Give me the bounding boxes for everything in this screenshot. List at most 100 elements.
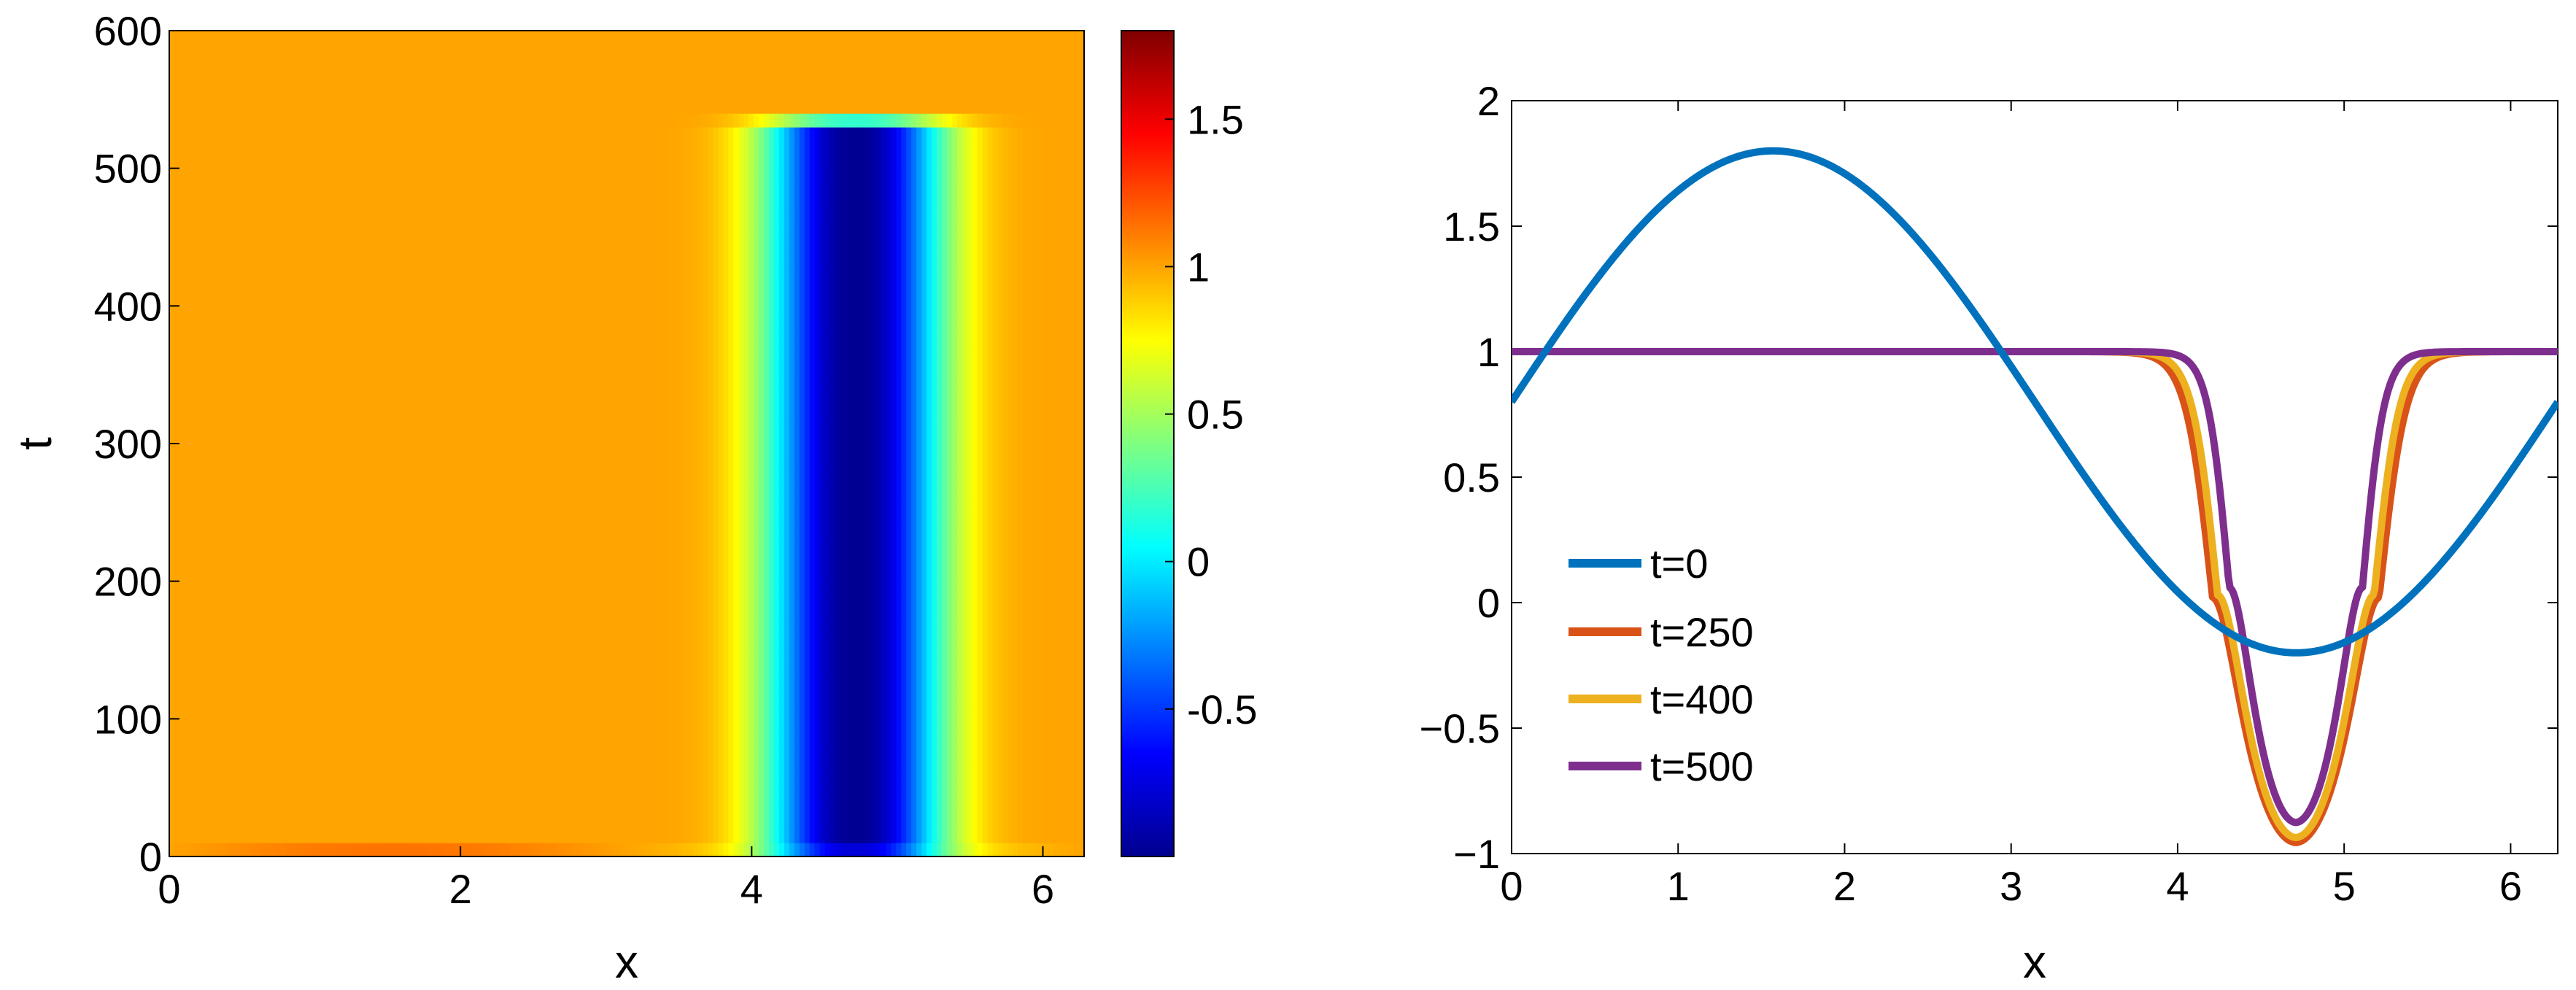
heatmap-cell [835, 815, 841, 829]
heatmap-cell [179, 650, 185, 665]
heatmap-cell [341, 677, 348, 692]
heatmap-cell [1069, 650, 1075, 665]
heatmap-cell [921, 608, 927, 623]
heatmap-cell [881, 581, 886, 596]
heatmap-cell [474, 553, 480, 568]
heatmap-cell [179, 787, 185, 803]
heatmap-cell [362, 636, 368, 651]
heatmap-cell [1074, 732, 1080, 747]
heatmap-cell [657, 801, 663, 816]
heatmap-cell [545, 829, 552, 843]
heatmap-cell [504, 581, 511, 596]
heatmap-cell [672, 759, 678, 775]
heatmap-cell [336, 691, 343, 706]
heatmap-cell [306, 732, 312, 747]
heatmap-cell [540, 540, 546, 554]
heatmap-cell [992, 815, 999, 829]
heatmap-cell [641, 663, 648, 678]
heatmap-cell [296, 484, 302, 500]
heatmap-cell [312, 719, 317, 733]
heatmap-cell [921, 801, 927, 816]
heatmap-cell [565, 622, 571, 637]
heatmap-cell [1079, 677, 1085, 692]
heatmap-cell [962, 581, 968, 596]
heatmap-cell [809, 622, 816, 637]
heatmap-cell [1048, 498, 1054, 513]
heatmap-cell [408, 650, 414, 665]
heatmap-cell [449, 498, 455, 513]
heatmap-cell [850, 759, 856, 775]
heatmap-cell [1028, 815, 1034, 829]
heatmap-cell [357, 663, 363, 678]
heatmap-cell [291, 608, 297, 623]
heatmap-cell [1038, 815, 1044, 829]
heatmap-cell [789, 732, 795, 747]
heatmap-cell [845, 636, 851, 651]
heatmap-cell [1007, 512, 1014, 527]
heatmap-cell [317, 759, 322, 775]
heatmap-cell [972, 746, 978, 761]
heatmap-cell [723, 567, 729, 582]
heatmap-cell [235, 759, 241, 775]
heatmap-cell [1013, 829, 1019, 843]
heatmap-cell [398, 829, 404, 843]
heatmap-cell [809, 595, 816, 609]
heatmap-cell [387, 581, 394, 596]
heatmap-cell [204, 526, 211, 541]
heatmap-cell [932, 526, 937, 541]
heatmap-cell [896, 540, 902, 554]
heatmap-cell [489, 663, 495, 678]
heatmap-cell [713, 484, 719, 500]
heatmap-cell [636, 567, 643, 582]
heatmap-cell [326, 663, 333, 678]
heatmap-cell [646, 663, 653, 678]
heatmap-cell [362, 540, 368, 554]
heatmap-cell [804, 608, 811, 623]
heatmap-cell [936, 622, 943, 637]
heatmap-cell [494, 595, 500, 609]
heatmap-cell [1028, 773, 1034, 789]
heatmap-cell [860, 801, 867, 816]
heatmap-cell [611, 540, 617, 554]
heatmap-cell [341, 471, 348, 486]
heatmap-cell [266, 553, 271, 568]
heatmap-cell [179, 801, 185, 816]
heatmap-cell [367, 746, 374, 761]
heatmap-cell [271, 540, 276, 554]
heatmap-cell [331, 498, 338, 513]
heatmap-cell [291, 636, 297, 651]
heatmap-cell [921, 705, 927, 719]
heatmap-cell [794, 622, 800, 637]
heatmap-cell [296, 843, 302, 857]
heatmap-cell [519, 553, 526, 568]
heatmap-cell [266, 843, 271, 857]
heatmap-cell [728, 719, 734, 733]
heatmap-cell [845, 484, 851, 500]
heatmap-cell [687, 843, 694, 857]
heatmap-cell [601, 595, 607, 609]
heatmap-cell [611, 815, 617, 829]
heatmap-cell [550, 759, 557, 775]
heatmap-cell [271, 691, 276, 706]
heatmap-cell [636, 540, 643, 554]
heatmap-cell [189, 773, 196, 789]
heatmap-cell [454, 787, 460, 803]
heatmap-cell [484, 484, 490, 500]
heatmap-cell [987, 815, 994, 829]
heatmap-cell [341, 498, 348, 513]
heatmap-cell [255, 581, 261, 596]
heatmap-cell [322, 759, 328, 775]
heatmap-cell [1007, 636, 1014, 651]
heatmap-cell [713, 787, 719, 803]
heatmap-cell [464, 705, 470, 719]
heatmap-cell [891, 622, 897, 637]
heatmap-cell [946, 581, 953, 596]
heatmap-cell [199, 484, 206, 500]
heatmap-cell [997, 705, 1004, 719]
heatmap-cell [697, 567, 704, 582]
heatmap-cell [921, 595, 927, 609]
heatmap-cell [896, 650, 902, 665]
heatmap-cell [214, 719, 221, 733]
heatmap-cell [682, 663, 689, 678]
heatmap-cell [301, 471, 307, 486]
